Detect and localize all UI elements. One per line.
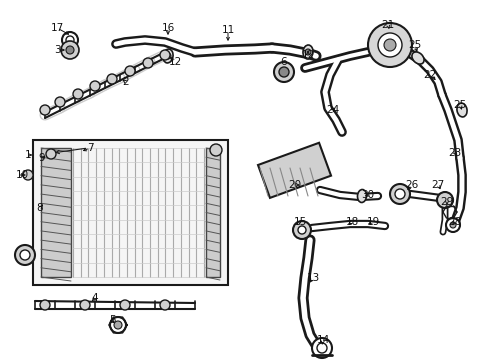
- Circle shape: [160, 300, 170, 310]
- Bar: [258, 143, 330, 198]
- Circle shape: [114, 321, 122, 329]
- Circle shape: [394, 189, 404, 199]
- Text: 26: 26: [405, 180, 418, 190]
- Circle shape: [15, 245, 35, 265]
- Circle shape: [46, 149, 56, 159]
- Text: 15: 15: [293, 217, 306, 227]
- Text: 8: 8: [37, 203, 43, 213]
- Bar: [33, 140, 227, 285]
- Circle shape: [107, 74, 117, 84]
- Text: 24: 24: [325, 105, 339, 115]
- Text: 22: 22: [423, 70, 436, 80]
- Circle shape: [367, 23, 411, 67]
- Ellipse shape: [163, 49, 173, 63]
- Circle shape: [160, 50, 170, 60]
- Circle shape: [311, 338, 331, 358]
- Text: 6: 6: [280, 57, 287, 67]
- Circle shape: [389, 184, 409, 204]
- Circle shape: [40, 105, 50, 115]
- Text: 25: 25: [407, 40, 421, 50]
- Ellipse shape: [357, 189, 366, 202]
- Circle shape: [66, 46, 74, 54]
- Circle shape: [40, 300, 50, 310]
- Text: 1: 1: [24, 150, 31, 160]
- Text: 3: 3: [54, 45, 60, 55]
- Text: 27: 27: [430, 180, 444, 190]
- Text: 14: 14: [316, 335, 329, 345]
- Circle shape: [436, 192, 452, 208]
- Circle shape: [23, 170, 33, 180]
- Circle shape: [383, 39, 395, 51]
- Text: 16: 16: [161, 23, 174, 33]
- Ellipse shape: [456, 103, 466, 117]
- Circle shape: [73, 89, 83, 99]
- Text: 17: 17: [50, 23, 63, 33]
- Bar: [205, 148, 220, 277]
- Circle shape: [445, 218, 459, 232]
- Circle shape: [66, 36, 74, 44]
- Circle shape: [292, 221, 310, 239]
- Circle shape: [120, 300, 130, 310]
- Text: 10: 10: [16, 170, 28, 180]
- Circle shape: [20, 250, 30, 260]
- Text: 20: 20: [288, 180, 301, 190]
- Text: 13: 13: [306, 273, 319, 283]
- Circle shape: [110, 317, 126, 333]
- Ellipse shape: [303, 45, 312, 59]
- Circle shape: [62, 32, 78, 48]
- Circle shape: [164, 53, 171, 59]
- Circle shape: [125, 66, 135, 76]
- Circle shape: [142, 58, 153, 68]
- Circle shape: [377, 33, 401, 57]
- Text: 9: 9: [39, 153, 45, 163]
- Text: 28: 28: [447, 217, 461, 227]
- Bar: [41, 148, 71, 277]
- Circle shape: [80, 300, 90, 310]
- Text: 12: 12: [301, 50, 314, 60]
- Text: 25: 25: [452, 100, 466, 110]
- Circle shape: [449, 222, 455, 228]
- Text: 12: 12: [168, 57, 181, 67]
- Circle shape: [273, 62, 293, 82]
- Text: 4: 4: [92, 293, 98, 303]
- Circle shape: [61, 41, 79, 59]
- Text: 19: 19: [366, 217, 379, 227]
- Text: 7: 7: [86, 143, 93, 153]
- Circle shape: [316, 343, 326, 353]
- Circle shape: [305, 49, 310, 55]
- Text: 2: 2: [122, 77, 129, 87]
- Circle shape: [297, 226, 305, 234]
- Text: 11: 11: [221, 25, 234, 35]
- Text: 29: 29: [440, 197, 453, 207]
- Circle shape: [90, 81, 100, 91]
- Circle shape: [209, 144, 222, 156]
- Text: 5: 5: [108, 315, 115, 325]
- Circle shape: [279, 67, 288, 77]
- Text: 21: 21: [381, 20, 394, 30]
- Circle shape: [55, 97, 65, 107]
- Ellipse shape: [411, 52, 423, 64]
- Text: 23: 23: [447, 148, 461, 158]
- Text: 18: 18: [345, 217, 358, 227]
- Text: 30: 30: [361, 190, 374, 200]
